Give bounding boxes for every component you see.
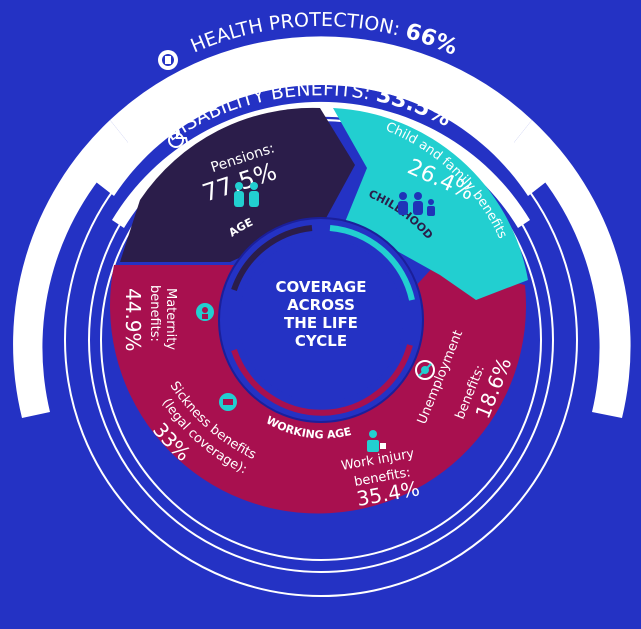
- family-icon: [398, 192, 435, 216]
- social-assistance-icon: [156, 88, 180, 108]
- thin-ring-1: [64, 83, 578, 597]
- unemployment-icon: [415, 360, 435, 380]
- elderly-couple-icon: [234, 182, 259, 207]
- center-line-1: COVERAGE: [276, 278, 367, 296]
- center-disc: [239, 238, 403, 402]
- maternity-icon: [196, 303, 214, 321]
- maternity-label-2: benefits:: [147, 285, 162, 342]
- maternity-label-1: Maternity: [163, 288, 178, 350]
- center-line-2: ACROSS: [287, 296, 355, 314]
- inner-ring-band: [218, 217, 424, 423]
- sickness-icon: [219, 393, 237, 411]
- center-line-4: CYCLE: [295, 332, 347, 350]
- wheelchair-icon: [168, 123, 189, 148]
- health-protection-arc-top: [110, 36, 532, 145]
- center-line-3: THE LIFE: [284, 314, 358, 332]
- health-protection-arc-right: [512, 120, 631, 418]
- work-injury-icon: [367, 430, 386, 452]
- health-protection-icon: [158, 50, 178, 70]
- maternity-value: 44.9%: [121, 288, 145, 352]
- inner-ring-purple: [231, 225, 313, 291]
- center-title: COVERAGE ACROSS THE LIFE CYCLE: [276, 278, 367, 350]
- inner-ring-magenta: [231, 344, 413, 416]
- social-assistance-arc: [96, 61, 546, 196]
- inner-ring-cyan: [329, 225, 415, 301]
- health-protection-arc: [13, 120, 130, 418]
- thin-ring-2: [88, 107, 554, 573]
